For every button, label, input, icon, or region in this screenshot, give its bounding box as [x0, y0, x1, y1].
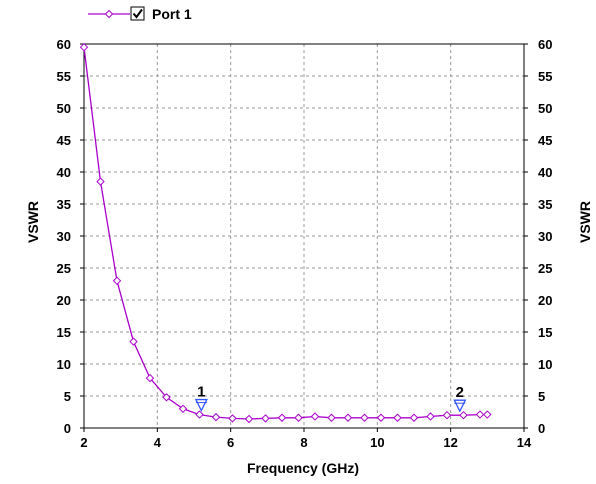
data-point [211, 412, 221, 422]
series-line-port-1 [83, 47, 488, 420]
data-point [475, 410, 485, 419]
y-tick-label-right: 5 [538, 389, 545, 404]
data-point [195, 410, 204, 419]
data-point [343, 413, 353, 422]
data-point [459, 410, 468, 420]
y-tick-label-right: 55 [538, 69, 552, 84]
data-point [261, 414, 270, 423]
data-point [483, 410, 492, 419]
data-point [162, 393, 171, 402]
marker-1: 1 [194, 384, 208, 413]
y-tick-label-right: 35 [538, 197, 552, 212]
data-point [178, 404, 188, 414]
y-tick-label-left: 55 [57, 69, 71, 84]
data-point [310, 412, 320, 421]
y-tick-label-left: 30 [57, 229, 71, 244]
y-tick-label-right: 45 [538, 133, 552, 148]
marker-label: 1 [197, 384, 205, 401]
data-point [409, 413, 419, 422]
y-tick-label-right: 10 [538, 357, 552, 372]
data-point [393, 413, 402, 422]
series-layer [79, 42, 492, 424]
data-point [96, 177, 105, 186]
y-tick-label-right: 30 [538, 229, 552, 244]
axes [80, 43, 528, 432]
y-tick-label-left: 20 [57, 293, 71, 308]
y-tick-label-right: 20 [538, 293, 552, 308]
y-tick-label-left: 40 [57, 165, 71, 180]
y-tick-label-left: 35 [57, 197, 71, 212]
data-point [244, 414, 254, 424]
y-tick-label-left: 45 [57, 133, 71, 148]
y-tick-label-left: 5 [64, 389, 71, 404]
marker-2: 2 [453, 384, 467, 413]
data-point [228, 414, 237, 423]
y-tick-label-right: 60 [538, 37, 552, 52]
x-axis-title: Frequency (GHz) [247, 460, 359, 476]
data-point [145, 373, 155, 383]
x-tick-label: 8 [300, 435, 307, 450]
marker-label: 2 [456, 384, 464, 401]
y-tick-label-right: 50 [538, 101, 552, 116]
x-tick-label: 10 [370, 435, 384, 450]
legend-series-checkbox[interactable] [130, 6, 145, 21]
data-point [327, 413, 336, 422]
y-tick-label-right: 0 [538, 421, 545, 436]
data-point [112, 276, 122, 286]
y-tick-label-left: 60 [57, 37, 71, 52]
legend-series-label[interactable]: Port 1 [152, 6, 192, 22]
data-point [360, 413, 369, 422]
y-tick-label-right: 25 [538, 261, 552, 276]
x-tick-label: 6 [227, 435, 234, 450]
y-tick-label-left: 25 [57, 261, 71, 276]
data-point [79, 42, 89, 52]
marker-triangle [194, 398, 208, 413]
data-point [442, 410, 452, 420]
x-tick-label: 2 [80, 435, 87, 450]
marker-triangle [453, 399, 467, 413]
y-axis-title-right: VSWR [577, 201, 593, 243]
data-point [376, 413, 386, 422]
data-point [129, 337, 138, 346]
y-axis-title-left: VSWR [25, 201, 41, 243]
data-point [294, 413, 303, 422]
y-tick-label-right: 40 [538, 165, 552, 180]
grid-lines [84, 44, 524, 428]
y-tick-label-left: 50 [57, 101, 71, 116]
data-point [426, 412, 435, 421]
x-tick-label: 4 [154, 435, 162, 450]
y-tick-label-left: 15 [57, 325, 71, 340]
y-tick-label-left: 10 [57, 357, 71, 372]
legend-series-marker [104, 9, 114, 19]
legend: Port 1 [88, 6, 192, 22]
y-tick-label-left: 0 [64, 421, 71, 436]
x-tick-label: 12 [443, 435, 457, 450]
y-tick-label-right: 15 [538, 325, 552, 340]
x-tick-label: 14 [517, 435, 532, 450]
data-point [277, 413, 287, 422]
